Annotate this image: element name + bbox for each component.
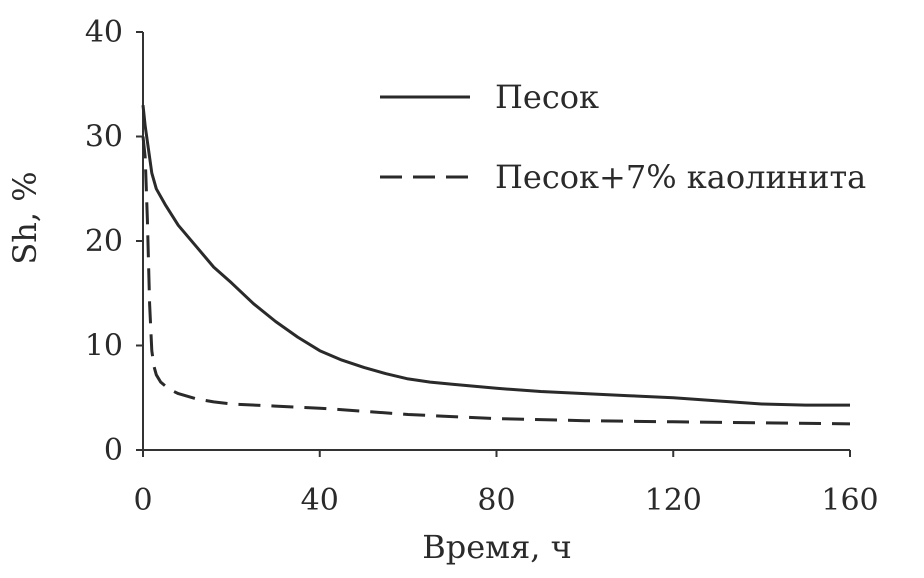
y-tick-label: 0 (104, 433, 123, 468)
series-layer (141, 105, 851, 426)
y-tick-label: 10 (85, 329, 123, 364)
y-tick-label: 30 (85, 120, 123, 155)
series-line-2 (141, 136, 851, 426)
x-tick-label: 160 (821, 483, 878, 518)
legend-label-2: Песок+7% каолинита (495, 158, 866, 196)
series-line-1 (141, 105, 850, 407)
x-axis-title: Время, ч (422, 528, 572, 566)
legend: Песок Песок+7% каолинита (380, 78, 866, 196)
y-axis-title: Sh, % (6, 171, 44, 264)
y-tick-label: 20 (85, 224, 123, 259)
x-tick-label: 40 (301, 483, 339, 518)
x-tick-label: 80 (477, 483, 515, 518)
legend-label-1: Песок (495, 78, 599, 116)
y-tick-label: 40 (85, 15, 123, 50)
x-tick-label: 120 (645, 483, 702, 518)
ticks: 0 10 20 30 40 0 40 80 120 160 (85, 15, 879, 518)
x-tick-label: 0 (133, 483, 152, 518)
